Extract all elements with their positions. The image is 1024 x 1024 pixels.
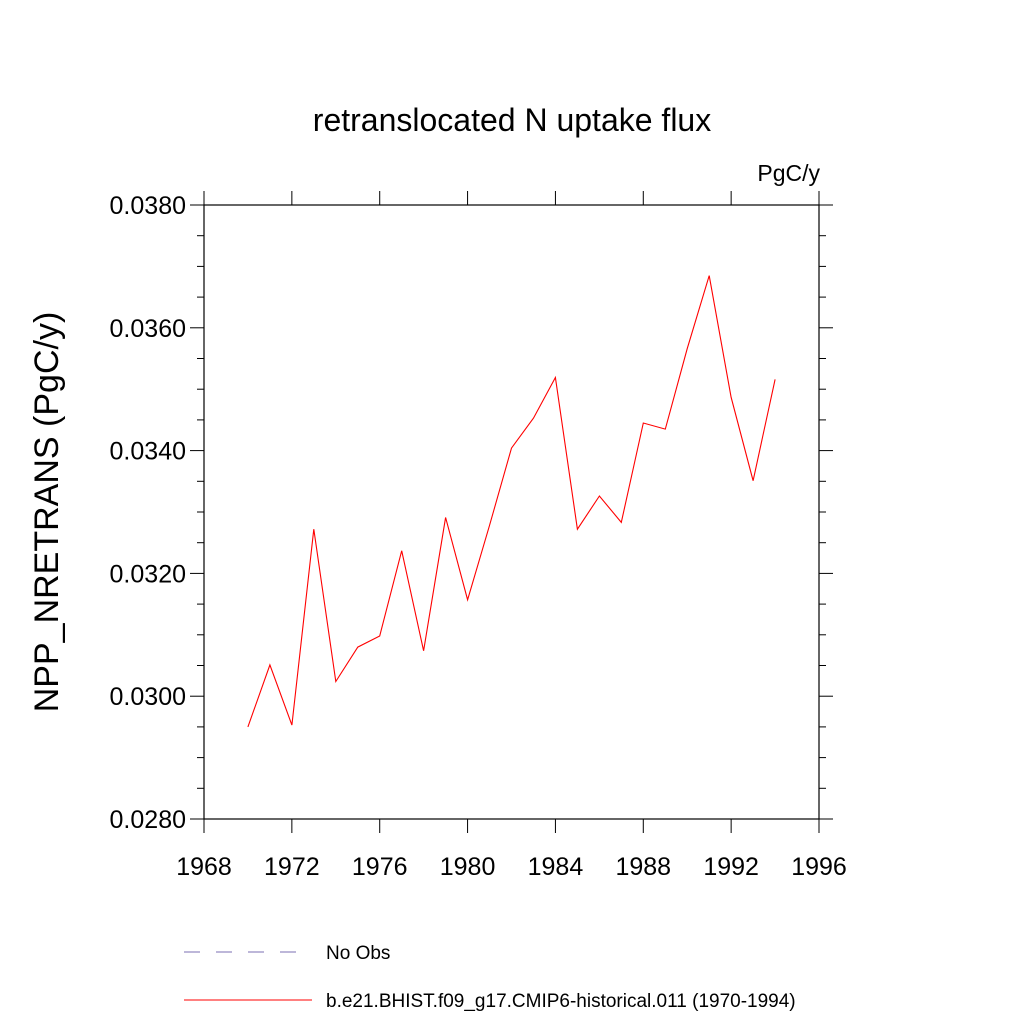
legend-label: No Obs: [326, 943, 390, 964]
y-tick-label: 0.0320: [110, 560, 186, 588]
legend-label: b.e21.BHIST.f09_g17.CMIP6-historical.011…: [326, 991, 796, 1012]
axis-ticks: [190, 191, 833, 833]
x-tick-label: 1976: [352, 853, 408, 881]
x-tick-label: 1992: [703, 853, 759, 881]
y-axis-label: NPP_NRETRANS (PgC/y): [28, 312, 66, 713]
x-tick-label: 1980: [440, 853, 496, 881]
legend: No Obs b.e21.BHIST.f09_g17.CMIP6-historic…: [184, 943, 796, 1012]
series-line: [247, 275, 776, 728]
x-tick-label: 1972: [264, 853, 320, 881]
y-tick-label: 0.0360: [110, 315, 186, 343]
x-tick-label: 1984: [528, 853, 584, 881]
y-tick-label: 0.0300: [110, 683, 186, 711]
plot-frame: [203, 204, 820, 820]
y-tick-label: 0.0380: [110, 192, 186, 220]
tick-labels: 1968 1972 1976 1980 1984 1988 1992 1996 0.0280 0.…: [110, 192, 847, 881]
series-lines: [247, 275, 776, 728]
y-tick-label: 0.0340: [110, 438, 186, 466]
x-tick-label: 1988: [615, 853, 671, 881]
y-tick-label: 0.0280: [110, 806, 186, 834]
x-tick-label: 1996: [791, 853, 847, 881]
x-tick-label: 1968: [176, 853, 232, 881]
chart-title: retranslocated N uptake flux: [313, 102, 711, 138]
units-label: PgC/y: [757, 160, 820, 186]
